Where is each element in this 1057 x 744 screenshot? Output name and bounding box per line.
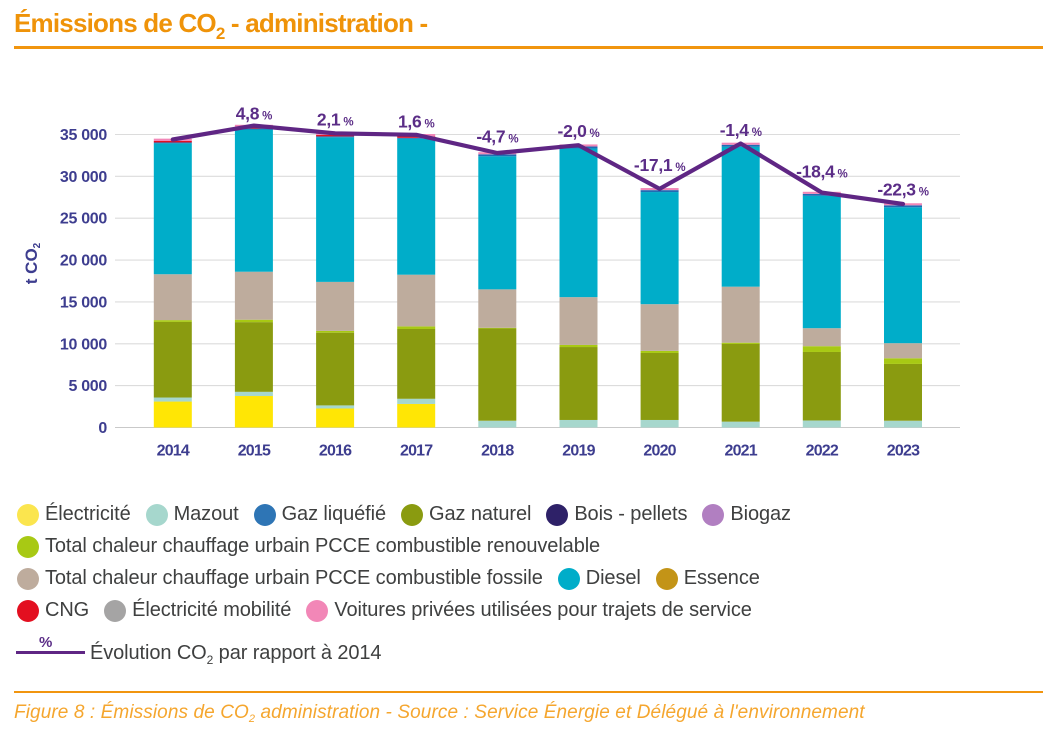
svg-text:2023: 2023 bbox=[887, 443, 920, 460]
svg-text:-1,4%: -1,4% bbox=[720, 120, 762, 140]
svg-text:35 000: 35 000 bbox=[60, 127, 108, 144]
svg-text:-22,3%: -22,3% bbox=[877, 180, 928, 200]
svg-text:2021: 2021 bbox=[724, 443, 757, 460]
svg-text:-17,1%: -17,1% bbox=[634, 155, 685, 175]
svg-text:-2,0%: -2,0% bbox=[558, 121, 600, 141]
svg-text:t CO2: t CO2 bbox=[22, 242, 43, 284]
svg-text:2020: 2020 bbox=[643, 443, 676, 460]
svg-text:-4,7%: -4,7% bbox=[476, 127, 518, 147]
svg-text:2017: 2017 bbox=[400, 443, 433, 460]
svg-text:15 000: 15 000 bbox=[60, 294, 108, 311]
svg-text:25 000: 25 000 bbox=[60, 211, 108, 228]
svg-text:2015: 2015 bbox=[238, 443, 271, 460]
svg-text:30 000: 30 000 bbox=[60, 169, 108, 186]
svg-text:1,6%: 1,6% bbox=[398, 112, 434, 132]
svg-text:2019: 2019 bbox=[562, 443, 595, 460]
svg-text:2018: 2018 bbox=[481, 443, 514, 460]
svg-text:-18,4%: -18,4% bbox=[796, 162, 847, 182]
svg-text:2,1%: 2,1% bbox=[317, 110, 353, 130]
svg-text:4,8%: 4,8% bbox=[236, 104, 272, 124]
svg-text:0: 0 bbox=[98, 420, 107, 437]
svg-text:2016: 2016 bbox=[319, 443, 352, 460]
svg-text:2014: 2014 bbox=[157, 443, 190, 460]
svg-text:5 000: 5 000 bbox=[68, 378, 107, 395]
svg-text:20 000: 20 000 bbox=[60, 253, 108, 270]
svg-text:2022: 2022 bbox=[806, 443, 839, 460]
svg-text:10 000: 10 000 bbox=[60, 336, 108, 353]
